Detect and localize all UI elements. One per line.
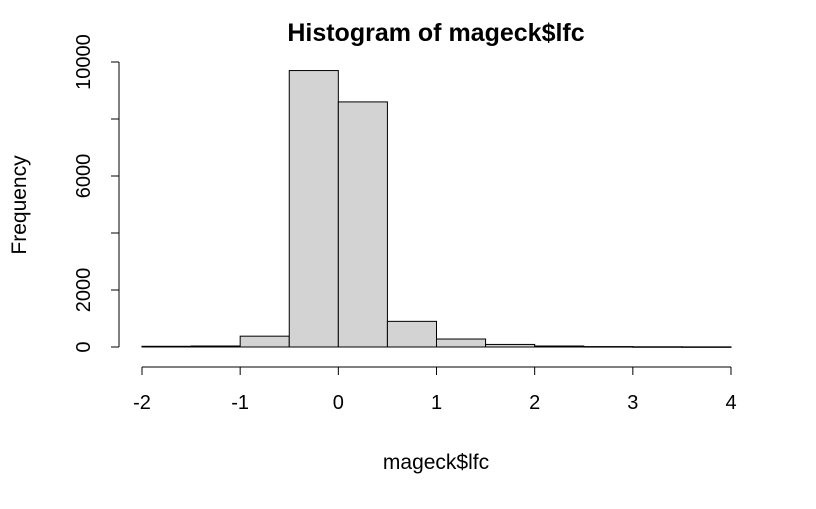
y-tick-label: 0 — [73, 341, 95, 352]
y-axis: 0 2000 6000 10000 — [73, 34, 120, 353]
x-tick-label: -2 — [133, 392, 151, 414]
bars-group — [141, 70, 732, 348]
x-axis-label: mageck$lfc — [383, 451, 489, 474]
x-tick-label: 0 — [333, 392, 344, 414]
y-tick-label: 10000 — [73, 34, 95, 90]
histogram-bar — [141, 345, 192, 348]
histogram-bar — [190, 345, 241, 348]
histogram-bar — [386, 320, 437, 348]
y-axis-label: Frequency — [8, 155, 31, 255]
x-tick-label: 1 — [431, 392, 442, 414]
chart-title: Histogram of mageck$lfc — [287, 19, 584, 47]
histogram-bar — [239, 335, 290, 348]
histogram-bar — [337, 101, 388, 348]
y-tick-label: 6000 — [73, 154, 95, 199]
x-axis: -2 -1 0 1 2 3 4 — [133, 366, 737, 414]
histogram-bar — [485, 343, 536, 348]
histogram-bar — [632, 346, 683, 348]
x-tick-label: 3 — [627, 392, 638, 414]
y-tick-label: 2000 — [73, 268, 95, 313]
histogram-bar — [288, 70, 339, 348]
histogram-bar — [583, 346, 634, 348]
x-tick-label: 2 — [529, 392, 540, 414]
histogram-bar — [681, 346, 732, 348]
histogram-bar — [534, 345, 585, 348]
x-tick-label: -1 — [231, 392, 249, 414]
x-tick-label: 4 — [725, 392, 736, 414]
histogram-bar — [436, 338, 487, 348]
